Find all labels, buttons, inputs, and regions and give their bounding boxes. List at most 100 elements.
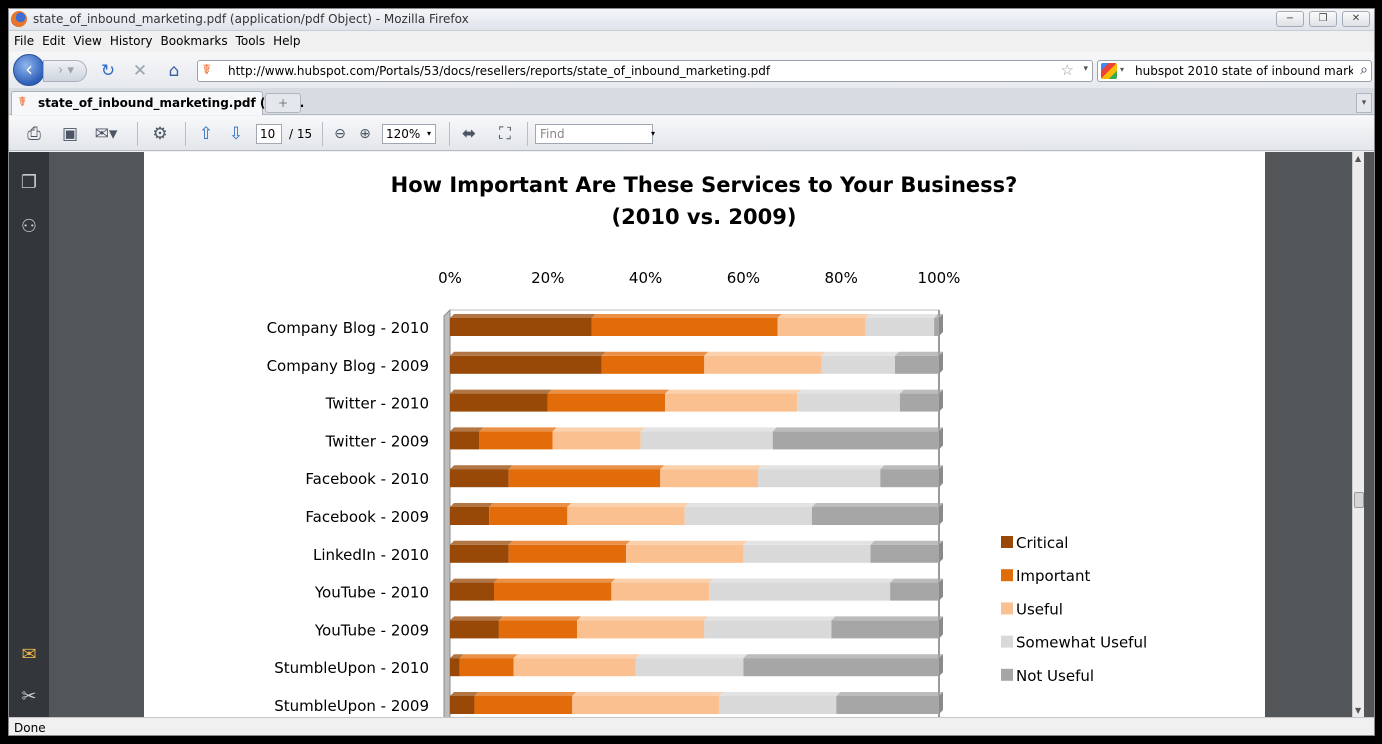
bar-segment: Not Useful: 22% xyxy=(831,620,939,639)
bar-end-cap xyxy=(939,616,943,639)
bar-segment-top xyxy=(450,427,484,432)
bar-segment-top xyxy=(718,692,841,696)
bar-segment-top xyxy=(552,427,645,432)
binoculars-icon[interactable]: ⚇ xyxy=(20,216,38,237)
page-down-icon[interactable]: ⇩ xyxy=(228,124,244,144)
bar-segment: Important: 16% xyxy=(498,620,578,639)
legend: Critical Important Useful Somewhat Useful No… xyxy=(1001,534,1147,685)
back-arrow-icon[interactable]: ‹ xyxy=(13,54,45,86)
toolbar-separator xyxy=(527,122,528,146)
minimize-button[interactable]: − xyxy=(1276,11,1304,27)
zoom-select[interactable]: 120% xyxy=(382,124,436,144)
bar-segment: Critical: 20% xyxy=(450,393,548,412)
tab-bar: ☤ state_of_inbound_marketing.pdf (app...… xyxy=(9,88,1374,115)
category-label: StumbleUpon - 2010 xyxy=(274,659,429,677)
toolbar-separator xyxy=(449,122,450,146)
comments-icon[interactable]: ✉ xyxy=(21,644,37,665)
bar-segment: Not Useful: 21% xyxy=(836,696,939,714)
search-engine-dropdown-icon[interactable]: ▾ xyxy=(1120,65,1125,74)
title-bar: state_of_inbound_marketing.pdf (applicat… xyxy=(9,9,1374,31)
find-input[interactable]: Find xyxy=(535,124,653,144)
zoom-dropdown-icon[interactable]: ▾ xyxy=(427,129,432,138)
x-tick-label: 0% xyxy=(438,269,462,287)
zoom-out-icon[interactable]: ⊖ xyxy=(334,126,346,142)
google-icon[interactable] xyxy=(1101,63,1117,79)
bar-end-cap xyxy=(939,654,943,677)
bar-segment-top xyxy=(474,692,577,696)
sign-icon[interactable]: ⚙ xyxy=(152,124,168,144)
fit-width-icon[interactable]: ⬌ xyxy=(461,124,477,144)
url-bar[interactable]: ☤ http://www.hubspot.com/Portals/53/docs… xyxy=(197,60,1093,82)
stop-icon[interactable]: ✕ xyxy=(132,61,148,81)
plot-frame xyxy=(443,308,940,717)
close-button[interactable]: ✕ xyxy=(1342,11,1370,27)
share-icon[interactable]: ✉▾ xyxy=(94,124,118,144)
save-icon[interactable]: ▣ xyxy=(61,124,79,144)
category-label: Company Blog - 2010 xyxy=(267,319,429,337)
menu-file[interactable]: File xyxy=(14,34,35,48)
scroll-thumb[interactable] xyxy=(1354,492,1364,508)
url-text: http://www.hubspot.com/Portals/53/docs/r… xyxy=(228,64,771,78)
bar-segment: Useful: 25% xyxy=(513,658,636,677)
bar-segment-top xyxy=(459,654,518,659)
bar-segment-top xyxy=(450,540,513,545)
bar-segment: Not Useful: 9% xyxy=(894,355,939,374)
status-bar: Done xyxy=(9,717,1374,735)
pages-icon[interactable]: ❐ xyxy=(20,172,38,193)
bar-segment-top xyxy=(450,616,503,621)
pdf-toolbar: ⎙ ▣ ✉▾ ⚙ ⇧ ⇩ 10 / 15 ⊖ ⊕ 120% ▾ ⬌ ⛶ Find… xyxy=(9,116,1374,151)
bar-segment-top xyxy=(684,503,816,507)
tab-list-button[interactable]: ▾ xyxy=(1356,93,1372,113)
legend-swatch xyxy=(1001,569,1013,582)
status-text: Done xyxy=(14,721,46,735)
bar-segment-top xyxy=(508,465,665,470)
scroll-up-icon[interactable]: ▲ xyxy=(1355,154,1362,163)
url-dropdown-icon[interactable]: ▾ xyxy=(1083,64,1088,74)
legend-swatch xyxy=(1001,602,1013,615)
content-area: ❐ ⚇ ✉ ✂ How Important Are These Services… xyxy=(9,152,1374,717)
fit-page-icon[interactable]: ⛶ xyxy=(499,124,511,144)
bar-segment: Useful: 24% xyxy=(704,355,822,374)
pdf-page: How Important Are These Services to Your… xyxy=(144,152,1265,717)
star-icon[interactable]: ☆ xyxy=(1060,61,1074,79)
home-icon[interactable]: ⌂ xyxy=(168,61,180,81)
menu-bookmarks[interactable]: Bookmarks xyxy=(160,34,228,48)
reload-icon[interactable]: ↻ xyxy=(100,61,116,81)
menu-view[interactable]: View xyxy=(73,34,102,48)
menu-history[interactable]: History xyxy=(109,34,153,48)
bar-segment: Important: 11% xyxy=(459,658,514,677)
print-icon[interactable]: ⎙ xyxy=(27,124,41,144)
bar-segment-top xyxy=(577,616,709,621)
bar-segment-top xyxy=(547,389,670,394)
find-dropdown-icon[interactable]: ▾ xyxy=(651,129,656,138)
scroll-down-icon[interactable]: ▼ xyxy=(1355,706,1362,715)
restore-button[interactable]: ❐ xyxy=(1309,11,1337,27)
vertical-scrollbar[interactable]: ▲ ▼ xyxy=(1352,152,1364,717)
bar-end-cap xyxy=(939,427,943,450)
bar-segment-top xyxy=(836,692,943,696)
category-labels: Company Blog - 2010 Company Blog - 2009 Tw… xyxy=(267,319,429,715)
site-favicon-icon: ☤ xyxy=(202,62,212,78)
menu-tools[interactable]: Tools xyxy=(235,34,266,48)
bar-segment-top xyxy=(890,578,943,583)
search-bar[interactable]: ▾ hubspot 2010 state of inbound marketin… xyxy=(1097,60,1372,82)
forward-arrow-icon[interactable]: › ▾ xyxy=(43,60,87,82)
page-up-icon[interactable]: ⇧ xyxy=(198,124,214,144)
new-tab-button[interactable]: + xyxy=(265,93,301,113)
menu-edit[interactable]: Edit xyxy=(42,34,66,48)
search-icon[interactable]: ⌕ xyxy=(1360,62,1368,78)
search-input[interactable]: hubspot 2010 state of inbound marketing xyxy=(1135,64,1353,78)
legend-swatch xyxy=(1001,635,1013,648)
tab-favicon-icon: ☤ xyxy=(18,95,27,110)
menu-help[interactable]: Help xyxy=(273,34,301,48)
axis-wall xyxy=(443,308,451,717)
page-number-input[interactable]: 10 xyxy=(256,124,282,144)
bar-segment: Not Useful: 26% xyxy=(811,507,939,525)
bar-segment: Useful: 30% xyxy=(572,696,719,714)
tab-pdf[interactable]: ☤ state_of_inbound_marketing.pdf (app... xyxy=(11,91,304,115)
bar-segment-top xyxy=(450,654,464,659)
bar-segment-top xyxy=(743,540,875,545)
zoom-in-icon[interactable]: ⊕ xyxy=(359,126,371,142)
bar-segment: Important: 15% xyxy=(479,431,553,450)
attachment-icon[interactable]: ✂ xyxy=(21,686,37,707)
